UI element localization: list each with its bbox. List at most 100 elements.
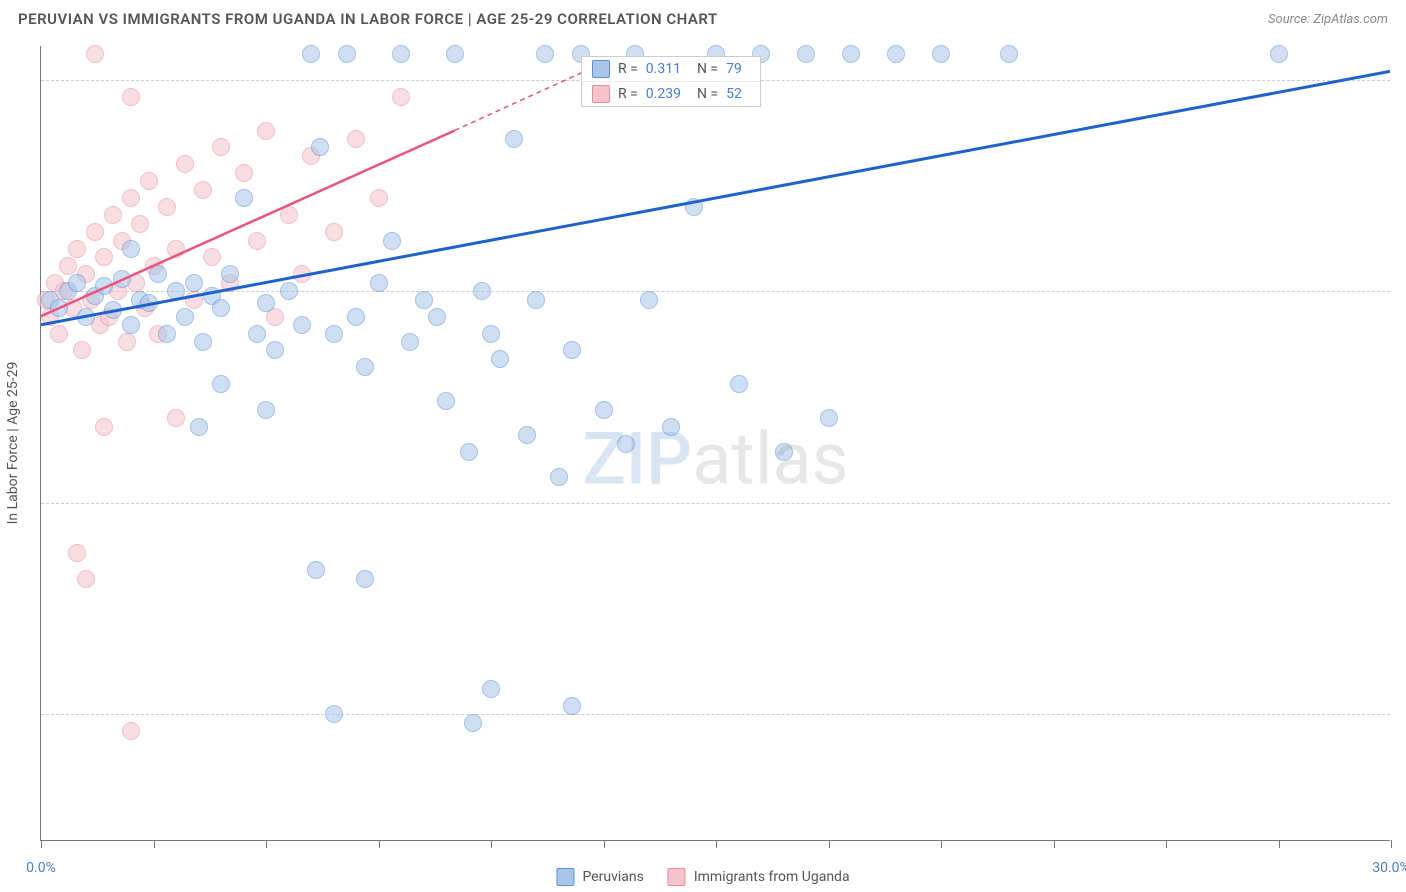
data-point — [325, 223, 343, 241]
x-tick — [1054, 840, 1055, 848]
data-point — [176, 308, 194, 326]
data-point — [775, 443, 793, 461]
data-point — [446, 45, 464, 63]
data-point — [185, 274, 203, 292]
data-point — [482, 680, 500, 698]
legend-label: Peruvians — [582, 869, 643, 885]
x-tick — [716, 840, 717, 848]
gridline — [41, 714, 1390, 715]
data-point — [104, 301, 122, 319]
data-point — [122, 88, 140, 106]
chart-container: In Labor Force | Age 25-29 62.5%75.0%87.… — [40, 46, 1390, 841]
data-point — [167, 409, 185, 427]
x-tick — [829, 840, 830, 848]
data-point — [293, 316, 311, 334]
data-point — [176, 155, 194, 173]
x-tick — [41, 840, 42, 848]
x-tick — [491, 840, 492, 848]
data-point — [190, 418, 208, 436]
data-point — [122, 240, 140, 258]
stats-r-label: R = — [618, 61, 638, 77]
data-point — [68, 274, 86, 292]
data-point — [59, 257, 77, 275]
stats-r-label: R = — [618, 86, 638, 102]
data-point — [77, 570, 95, 588]
x-tick — [941, 840, 942, 848]
data-point — [563, 697, 581, 715]
data-point — [473, 282, 491, 300]
data-point — [194, 181, 212, 199]
data-point — [122, 189, 140, 207]
legend-swatch — [668, 868, 686, 886]
data-point — [887, 45, 905, 63]
data-point — [518, 426, 536, 444]
data-point — [842, 45, 860, 63]
gridline — [41, 291, 1390, 292]
data-point — [370, 189, 388, 207]
y-axis-label: In Labor Force | Age 25-29 — [5, 362, 21, 525]
data-point — [131, 215, 149, 233]
data-point — [392, 88, 410, 106]
data-point — [257, 122, 275, 140]
data-point — [95, 418, 113, 436]
data-point — [383, 232, 401, 250]
data-point — [158, 198, 176, 216]
data-point — [685, 198, 703, 216]
data-point — [95, 277, 113, 295]
data-point — [167, 240, 185, 258]
data-point — [338, 45, 356, 63]
x-tick — [1391, 840, 1392, 848]
data-point — [325, 705, 343, 723]
data-point — [415, 291, 433, 309]
stats-n-label: N = — [697, 86, 718, 102]
stats-swatch — [592, 85, 610, 103]
data-point — [167, 282, 185, 300]
data-point — [662, 418, 680, 436]
x-tick — [266, 840, 267, 848]
data-point — [122, 722, 140, 740]
data-point — [212, 375, 230, 393]
data-point — [235, 164, 253, 182]
data-point — [86, 223, 104, 241]
chart-title: PERUVIAN VS IMMIGRANTS FROM UGANDA IN LA… — [18, 10, 718, 28]
legend-label: Immigrants from Uganda — [694, 869, 850, 885]
data-point — [392, 45, 410, 63]
legend-swatch — [556, 868, 574, 886]
data-point — [158, 325, 176, 343]
bottom-legend: Peruvians Immigrants from Uganda — [556, 868, 849, 886]
data-point — [491, 350, 509, 368]
data-point — [311, 138, 329, 156]
data-point — [302, 45, 320, 63]
data-point — [86, 45, 104, 63]
stats-r-value: 0.311 — [646, 61, 681, 77]
data-point — [464, 714, 482, 732]
legend-item: Peruvians — [556, 868, 643, 886]
stats-r-value: 0.239 — [646, 86, 681, 102]
data-point — [248, 325, 266, 343]
data-point — [293, 265, 311, 283]
data-point — [68, 240, 86, 258]
x-tick — [379, 840, 380, 848]
data-point — [370, 274, 388, 292]
plot-area: 62.5%75.0%87.5%100.0%0.0%30.0% — [41, 46, 1390, 840]
data-point — [356, 570, 374, 588]
data-point — [257, 401, 275, 419]
data-point — [122, 316, 140, 334]
data-point — [401, 333, 419, 351]
data-point — [550, 468, 568, 486]
data-point — [149, 265, 167, 283]
data-point — [77, 308, 95, 326]
data-point — [185, 291, 203, 309]
stats-row: R =0.311N =79 — [582, 57, 760, 82]
x-tick — [604, 840, 605, 848]
data-point — [563, 341, 581, 359]
data-point — [212, 138, 230, 156]
data-point — [68, 544, 86, 562]
data-point — [1270, 45, 1288, 63]
stats-n-value: 52 — [726, 86, 742, 102]
data-point — [1000, 45, 1018, 63]
data-point — [428, 308, 446, 326]
gridline — [41, 503, 1390, 504]
data-point — [347, 308, 365, 326]
data-point — [280, 206, 298, 224]
